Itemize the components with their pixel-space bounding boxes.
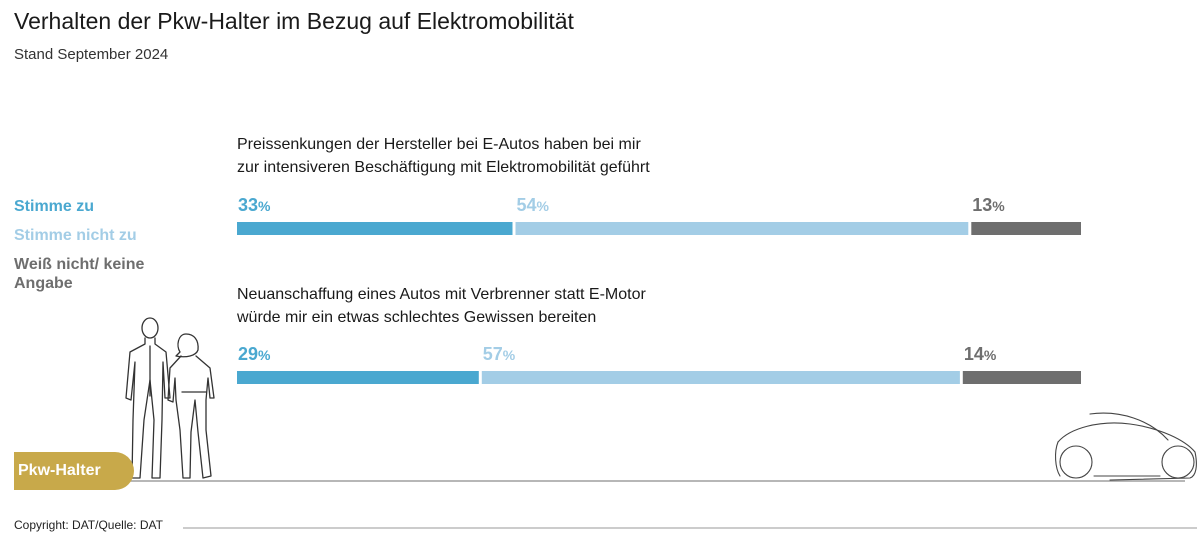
page-subtitle: Stand September 2024 <box>14 46 169 63</box>
legend-weiss-nicht: Weiß nicht/ keine Angabe <box>14 256 145 292</box>
people-illustration-icon <box>125 317 215 479</box>
bars-layer <box>237 222 1081 384</box>
value-label-q2-weiss-nicht: 14% <box>963 344 997 364</box>
bar-q1-stimme-zu <box>237 222 513 235</box>
value-label-q2-stimme-zu: 29% <box>238 344 271 364</box>
value-label-q1-stimme-zu: 33% <box>238 195 271 215</box>
legend-stimme-nicht-zu: Stimme nicht zu <box>14 227 137 244</box>
question-title-2-line-1: Neuanschaffung eines Autos mit Verbrenne… <box>237 286 646 303</box>
car-illustration-icon <box>1055 412 1197 481</box>
page-title: Verhalten der Pkw-Halter im Bezug auf El… <box>14 8 574 34</box>
bar-q1-stimme-nicht-zu <box>515 222 969 235</box>
question-title-2-line-2: würde mir ein etwas schlechtes Gewissen … <box>237 309 597 326</box>
bar-q1-weiss-nicht <box>971 222 1081 235</box>
value-label-q2-stimme-nicht-zu: 57% <box>482 344 516 364</box>
copyright-text: Copyright: DAT/Quelle: DAT <box>14 518 163 532</box>
bar-q2-stimme-zu <box>237 371 479 384</box>
value-label-q1-weiss-nicht: 13% <box>972 195 1005 215</box>
bar-q2-weiss-nicht <box>962 371 1081 384</box>
question-title-2: Neuanschaffung eines Autos mit Verbrenne… <box>237 283 857 329</box>
question-title-1-line-2: zur intensiveren Beschäftigung mit Elekt… <box>237 159 650 176</box>
pkw-halter-badge: Pkw-Halter <box>14 452 134 490</box>
value-label-q1-stimme-nicht-zu: 54% <box>516 195 549 215</box>
question-title-1: Preissenkungen der Hersteller bei E-Auto… <box>237 133 857 179</box>
bar-q2-stimme-nicht-zu <box>481 371 960 384</box>
question-title-1-line-1: Preissenkungen der Hersteller bei E-Auto… <box>237 136 641 153</box>
legend-stimme-zu: Stimme zu <box>14 198 95 215</box>
